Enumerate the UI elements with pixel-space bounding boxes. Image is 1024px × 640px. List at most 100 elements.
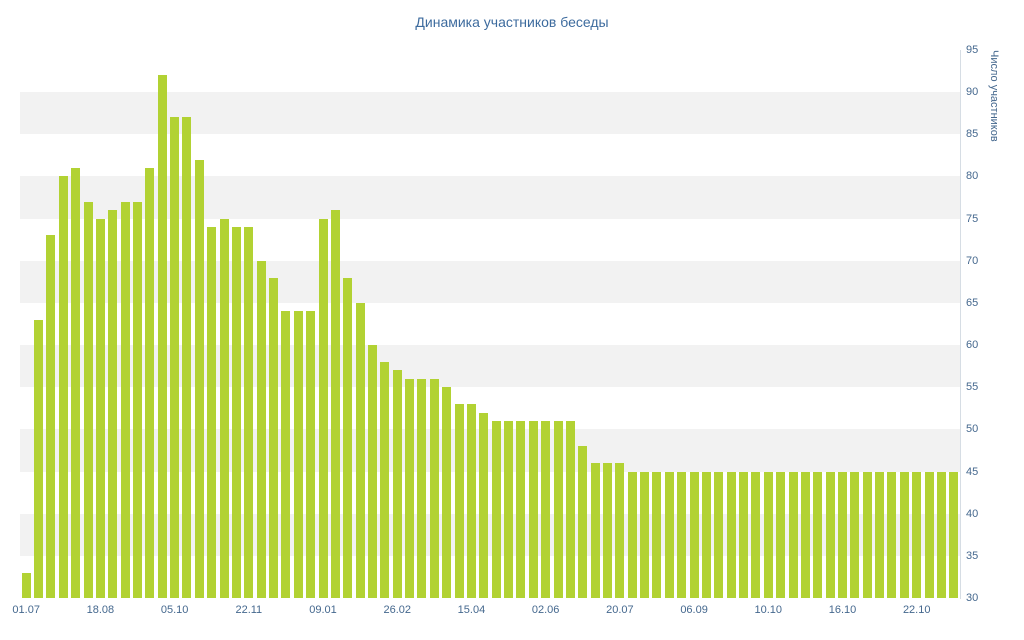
bar[interactable] bbox=[145, 168, 155, 598]
bar[interactable] bbox=[528, 420, 538, 598]
bar[interactable] bbox=[466, 404, 476, 598]
bar[interactable] bbox=[269, 277, 279, 598]
bar[interactable] bbox=[244, 227, 254, 598]
bar[interactable] bbox=[293, 311, 303, 598]
bar[interactable] bbox=[194, 159, 204, 598]
y-tick-label: 35 bbox=[966, 549, 979, 562]
bar[interactable] bbox=[405, 378, 415, 598]
bar[interactable] bbox=[887, 471, 897, 598]
y-tick-label: 50 bbox=[966, 423, 979, 436]
bar[interactable] bbox=[417, 378, 427, 598]
bar[interactable] bbox=[170, 117, 180, 598]
bar[interactable] bbox=[714, 471, 724, 598]
bar[interactable] bbox=[677, 471, 687, 598]
x-tick-label: 06.09 bbox=[680, 604, 708, 616]
x-tick-label: 05.10 bbox=[160, 604, 189, 616]
bar[interactable] bbox=[157, 75, 167, 598]
bar[interactable] bbox=[21, 572, 31, 598]
y-tick-label: 55 bbox=[966, 381, 979, 394]
bar[interactable] bbox=[627, 471, 637, 598]
x-tick-label: 26.02 bbox=[383, 604, 411, 616]
bar[interactable] bbox=[751, 471, 761, 598]
bar[interactable] bbox=[71, 168, 81, 598]
x-tick-label: 02.06 bbox=[531, 604, 560, 616]
y-axis-line bbox=[960, 50, 961, 599]
bar[interactable] bbox=[355, 302, 365, 598]
y-tick-label: 95 bbox=[966, 44, 979, 56]
bar[interactable] bbox=[689, 471, 699, 598]
bar[interactable] bbox=[504, 420, 514, 598]
bar[interactable] bbox=[182, 117, 192, 598]
bar[interactable] bbox=[936, 471, 946, 598]
bar[interactable] bbox=[875, 471, 885, 598]
bar[interactable] bbox=[108, 210, 118, 598]
bar[interactable] bbox=[788, 471, 798, 598]
bar[interactable] bbox=[454, 404, 464, 598]
bar[interactable] bbox=[380, 361, 390, 598]
bar[interactable] bbox=[701, 471, 711, 598]
bar[interactable] bbox=[825, 471, 835, 598]
x-tick-label: 20.07 bbox=[606, 604, 634, 616]
bar[interactable] bbox=[899, 471, 909, 598]
x-tick-label: 16.10 bbox=[828, 604, 857, 616]
x-tick-label: 15.04 bbox=[457, 604, 486, 616]
bar[interactable] bbox=[479, 412, 489, 598]
bar[interactable] bbox=[207, 227, 217, 598]
bar[interactable] bbox=[219, 218, 229, 598]
bar[interactable] bbox=[516, 420, 526, 598]
chart-title: Динамика участников беседы bbox=[415, 14, 609, 30]
x-tick-label: 09.01 bbox=[309, 604, 337, 616]
bar[interactable] bbox=[640, 471, 650, 598]
bar[interactable] bbox=[949, 471, 959, 598]
bar[interactable] bbox=[95, 218, 105, 598]
bar[interactable] bbox=[368, 345, 377, 598]
bar[interactable] bbox=[776, 471, 786, 598]
bar[interactable] bbox=[850, 471, 860, 598]
bar[interactable] bbox=[924, 471, 934, 598]
bar[interactable] bbox=[813, 471, 823, 598]
bar[interactable] bbox=[800, 471, 810, 598]
bar[interactable] bbox=[34, 319, 44, 598]
plot-area bbox=[20, 50, 960, 598]
bar[interactable] bbox=[392, 370, 402, 598]
bar[interactable] bbox=[133, 201, 142, 598]
bar[interactable] bbox=[603, 463, 612, 598]
y-tick-label: 80 bbox=[966, 170, 979, 183]
y-tick-label: 85 bbox=[966, 128, 979, 141]
x-tick-label: 01.07 bbox=[12, 604, 40, 616]
bar[interactable] bbox=[330, 210, 340, 598]
bar[interactable] bbox=[726, 471, 736, 598]
bar[interactable] bbox=[664, 471, 674, 598]
bar[interactable] bbox=[442, 387, 452, 598]
bar[interactable] bbox=[306, 311, 316, 598]
bar[interactable] bbox=[429, 378, 439, 598]
bar[interactable] bbox=[46, 235, 56, 598]
bar[interactable] bbox=[565, 420, 575, 598]
bar[interactable] bbox=[83, 201, 93, 598]
bar[interactable] bbox=[256, 260, 266, 598]
bar[interactable] bbox=[739, 471, 749, 598]
y-tick-label: 60 bbox=[966, 339, 979, 352]
bar[interactable] bbox=[578, 446, 588, 598]
bar[interactable] bbox=[912, 471, 922, 598]
bar[interactable] bbox=[838, 471, 847, 598]
bar[interactable] bbox=[231, 227, 241, 598]
y-tick-label: 75 bbox=[966, 212, 979, 225]
bar[interactable] bbox=[615, 463, 625, 598]
x-tick-label: 22.11 bbox=[235, 604, 263, 616]
y-tick-label: 70 bbox=[966, 254, 979, 267]
bar[interactable] bbox=[541, 420, 551, 598]
x-tick-label: 18.08 bbox=[86, 604, 115, 616]
bar[interactable] bbox=[652, 471, 662, 598]
bar[interactable] bbox=[763, 471, 773, 598]
bar[interactable] bbox=[58, 176, 68, 598]
y-tick-label: 30 bbox=[966, 592, 979, 604]
bar[interactable] bbox=[553, 420, 563, 598]
bar[interactable] bbox=[590, 463, 600, 598]
bar[interactable] bbox=[120, 201, 130, 598]
bar[interactable] bbox=[862, 471, 872, 598]
bar[interactable] bbox=[318, 218, 328, 598]
bar[interactable] bbox=[281, 311, 291, 598]
bar[interactable] bbox=[343, 277, 353, 598]
bar[interactable] bbox=[491, 420, 501, 598]
